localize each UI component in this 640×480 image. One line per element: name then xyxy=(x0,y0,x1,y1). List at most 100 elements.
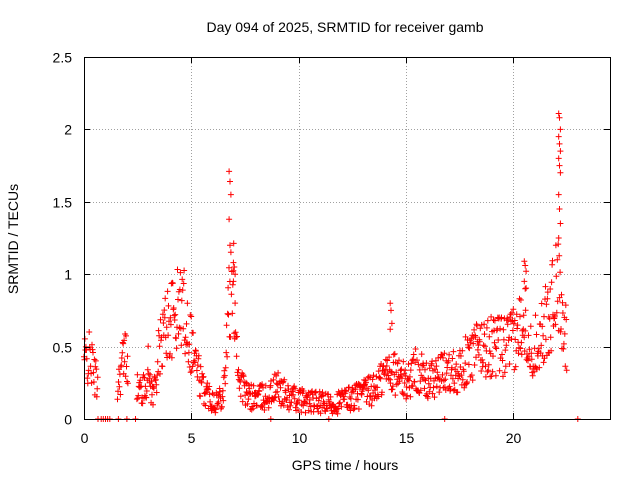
data-point xyxy=(425,380,432,387)
data-point xyxy=(431,377,437,384)
data-point xyxy=(439,371,446,378)
data-point xyxy=(526,346,533,353)
data-point xyxy=(553,273,560,280)
data-point xyxy=(195,352,202,359)
data-point xyxy=(185,358,192,365)
data-point xyxy=(476,338,483,345)
data-point xyxy=(306,396,313,403)
data-point xyxy=(295,397,302,404)
data-point xyxy=(382,356,389,363)
data-point xyxy=(520,312,527,319)
data-point xyxy=(164,288,171,295)
data-point xyxy=(535,345,542,352)
data-point xyxy=(94,385,101,392)
data-point xyxy=(145,343,152,350)
data-point xyxy=(556,206,563,212)
data-point xyxy=(282,389,289,396)
data-point xyxy=(368,402,375,409)
data-point xyxy=(153,389,160,396)
data-point xyxy=(161,307,168,314)
data-point xyxy=(392,392,399,399)
data-point xyxy=(557,269,564,276)
data-point xyxy=(143,394,150,401)
data-point xyxy=(143,388,150,394)
data-point xyxy=(396,357,402,364)
data-point xyxy=(388,320,395,327)
data-point xyxy=(179,287,186,294)
data-point xyxy=(486,333,493,340)
data-point xyxy=(178,297,185,304)
data-point xyxy=(150,385,157,392)
data-point xyxy=(189,363,196,370)
data-point xyxy=(426,388,433,395)
x-axis-label: GPS time / hours xyxy=(292,457,399,473)
data-point xyxy=(216,391,223,398)
data-point xyxy=(219,393,226,400)
data-point xyxy=(465,344,472,351)
data-point xyxy=(118,355,125,361)
data-point xyxy=(184,300,191,307)
data-point xyxy=(290,391,297,398)
data-point xyxy=(531,345,538,352)
data-point xyxy=(481,331,488,338)
data-point xyxy=(514,322,521,329)
data-point xyxy=(551,313,558,320)
data-point xyxy=(153,381,160,388)
data-point xyxy=(513,311,520,318)
data-point xyxy=(172,311,179,318)
data-point xyxy=(393,369,400,376)
data-point xyxy=(507,311,514,318)
data-point xyxy=(232,271,239,278)
data-point xyxy=(166,318,172,325)
data-point xyxy=(385,375,392,382)
data-point xyxy=(443,370,450,377)
data-point xyxy=(352,386,359,393)
data-point xyxy=(167,350,173,357)
data-point xyxy=(343,388,350,395)
data-point xyxy=(547,334,554,341)
data-point xyxy=(522,285,529,292)
data-point xyxy=(121,337,128,344)
data-point xyxy=(489,368,496,375)
data-point xyxy=(230,240,237,247)
data-point xyxy=(187,369,194,376)
data-point xyxy=(93,393,100,400)
data-point xyxy=(497,325,504,332)
data-point xyxy=(237,393,244,400)
data-point xyxy=(234,333,240,340)
data-point xyxy=(556,114,563,121)
data-point xyxy=(466,345,473,352)
data-point xyxy=(518,339,525,346)
data-point xyxy=(499,351,505,358)
data-point xyxy=(197,363,204,370)
y-tick-label: 1.5 xyxy=(53,195,73,211)
data-point xyxy=(562,363,569,370)
data-point xyxy=(94,374,101,381)
data-point xyxy=(341,396,348,403)
data-point xyxy=(169,280,176,287)
data-point xyxy=(548,279,555,286)
data-point xyxy=(233,353,240,360)
data-point xyxy=(508,309,515,316)
data-point xyxy=(542,336,549,343)
data-point xyxy=(295,407,301,413)
data-point xyxy=(462,333,469,340)
data-point xyxy=(538,342,545,349)
data-point xyxy=(120,340,127,347)
data-point xyxy=(442,376,449,383)
data-point xyxy=(347,407,354,414)
data-point xyxy=(469,377,476,384)
data-point xyxy=(485,361,492,368)
data-point xyxy=(523,285,530,292)
data-point xyxy=(365,373,372,380)
data-point xyxy=(449,375,456,382)
data-point xyxy=(250,405,257,412)
data-point xyxy=(510,320,517,327)
data-point xyxy=(490,317,497,323)
data-point xyxy=(398,375,405,382)
data-point xyxy=(409,382,416,389)
data-point xyxy=(555,110,562,117)
data-point xyxy=(510,306,517,313)
data-point xyxy=(402,367,409,374)
data-point xyxy=(422,366,428,373)
